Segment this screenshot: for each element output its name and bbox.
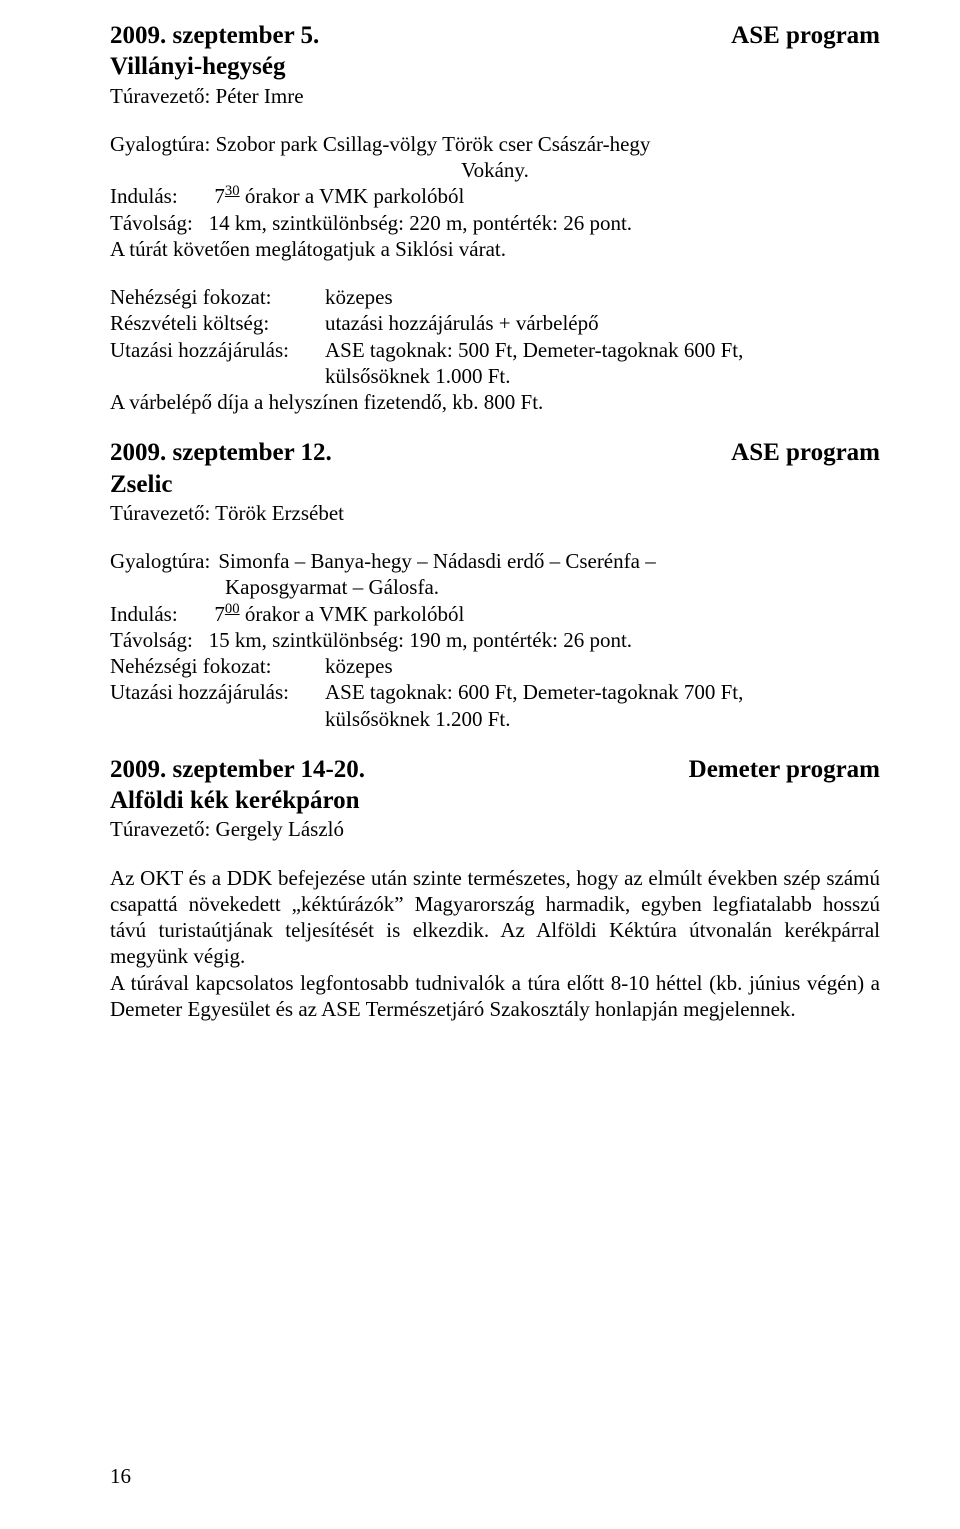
event1-start-time-sup: 30 <box>225 183 240 199</box>
event1-travel-val1: ASE tagoknak: 500 Ft, Demeter-tagoknak 6… <box>325 338 743 362</box>
event2-start-txt: órakor a VMK parkolóból <box>240 602 465 626</box>
event2-diff-label: Nehézségi fokozat: <box>110 653 325 679</box>
event2-date: 2009. szeptember 12. <box>110 437 332 468</box>
event2-desc-label: Gyalogtúra: <box>110 548 210 574</box>
event2-diff-val: közepes <box>325 654 393 678</box>
event1-start-txt: órakor a VMK parkolóból <box>240 184 465 208</box>
event1-castle: A várbelépő díja a helyszínen fizetendő,… <box>110 389 880 415</box>
event2-program: ASE program <box>731 437 880 468</box>
event2-start: Indulás: 700 órakor a VMK parkolóból <box>110 601 880 627</box>
event1-region: Villányi-hegység <box>110 51 880 82</box>
event2-dist-txt: 15 km, szintkülönbség: 190 m, pontérték:… <box>209 628 632 652</box>
event1-travel: Utazási hozzájárulás: ASE tagoknak: 500 … <box>110 337 880 390</box>
event1-leader: Túravezető: Péter Imre <box>110 83 880 109</box>
event1-start-time-pre: 7 <box>214 184 225 208</box>
event1-travel-val2: külsősöknek 1.000 Ft. <box>325 364 511 388</box>
event3-date: 2009. szeptember 14-20. <box>110 754 365 785</box>
event1-diff-val: közepes <box>325 285 393 309</box>
event2-region: Zselic <box>110 469 880 500</box>
event1-desc-label: Gyalogtúra: <box>110 132 210 156</box>
event2-travel-val1: ASE tagoknak: 600 Ft, Demeter-tagoknak 7… <box>325 680 743 704</box>
event1-cost: Részvételi költség:utazási hozzájárulás … <box>110 310 880 336</box>
event3-header-row: 2009. szeptember 14-20. Demeter program <box>110 754 880 785</box>
event3-leader: Túravezető: Gergely László <box>110 816 880 842</box>
event1-description: Gyalogtúra: Szobor park Csillag-völgy Tö… <box>110 131 880 184</box>
event2-start-time-sup: 00 <box>225 601 240 617</box>
event2-desc2: Kaposgyarmat – Gálosfa. <box>110 574 880 600</box>
page-number: 16 <box>110 1463 131 1489</box>
event1-distance: Távolság: 14 km, szintkülönbség: 220 m, … <box>110 210 880 236</box>
document-page: 2009. szeptember 5. ASE program Villányi… <box>0 0 960 1529</box>
event1-after: A túrát követően meglátogatjuk a Siklósi… <box>110 236 880 262</box>
event1-desc1: Szobor park Csillag-völgy Török cser Csá… <box>216 132 651 156</box>
event3-program: Demeter program <box>689 754 880 785</box>
event1-start-label: Indulás: <box>110 184 178 208</box>
event2-travel-label: Utazási hozzájárulás: <box>110 679 325 705</box>
event2-travel: Utazási hozzájárulás: ASE tagoknak: 600 … <box>110 679 880 732</box>
event1-program: ASE program <box>731 20 880 51</box>
event1-diff-label: Nehézségi fokozat: <box>110 284 325 310</box>
event3-para2: A túrával kapcsolatos legfontosabb tudni… <box>110 970 880 1023</box>
event2-desc1: Simonfa – Banya-hegy – Nádasdi erdő – Cs… <box>210 548 880 574</box>
event2-distance: Távolság: 15 km, szintkülönbség: 190 m, … <box>110 627 880 653</box>
event1-cost-label: Részvételi költség: <box>110 310 325 336</box>
event3-region: Alföldi kék kerékpáron <box>110 785 880 816</box>
event1-dist-txt: 14 km, szintkülönbség: 220 m, pontérték:… <box>209 211 632 235</box>
event2-start-time-pre: 7 <box>214 602 225 626</box>
event1-cost-val: utazási hozzájárulás + várbelépő <box>325 311 599 335</box>
event1-travel-label: Utazási hozzájárulás: <box>110 337 325 363</box>
event2-difficulty: Nehézségi fokozat:közepes <box>110 653 880 679</box>
event2-dist-label: Távolság: <box>110 628 193 652</box>
event2-header-row: 2009. szeptember 12. ASE program <box>110 437 880 468</box>
event1-date: 2009. szeptember 5. <box>110 20 319 51</box>
event1-start: Indulás: 730 órakor a VMK parkolóból <box>110 183 880 209</box>
event2-travel-val2: külsősöknek 1.200 Ft. <box>325 707 511 731</box>
event1-difficulty: Nehézségi fokozat:közepes <box>110 284 880 310</box>
event3-para1: Az OKT és a DDK befejezése után szinte t… <box>110 865 880 970</box>
event1-desc2: Vokány. <box>110 157 880 183</box>
event2-leader: Túravezető: Török Erzsébet <box>110 500 880 526</box>
event1-dist-label: Távolság: <box>110 211 193 235</box>
event2-start-label: Indulás: <box>110 602 178 626</box>
event2-description: Gyalogtúra: Simonfa – Banya-hegy – Nádas… <box>110 548 880 601</box>
event1-header-row: 2009. szeptember 5. ASE program <box>110 20 880 51</box>
